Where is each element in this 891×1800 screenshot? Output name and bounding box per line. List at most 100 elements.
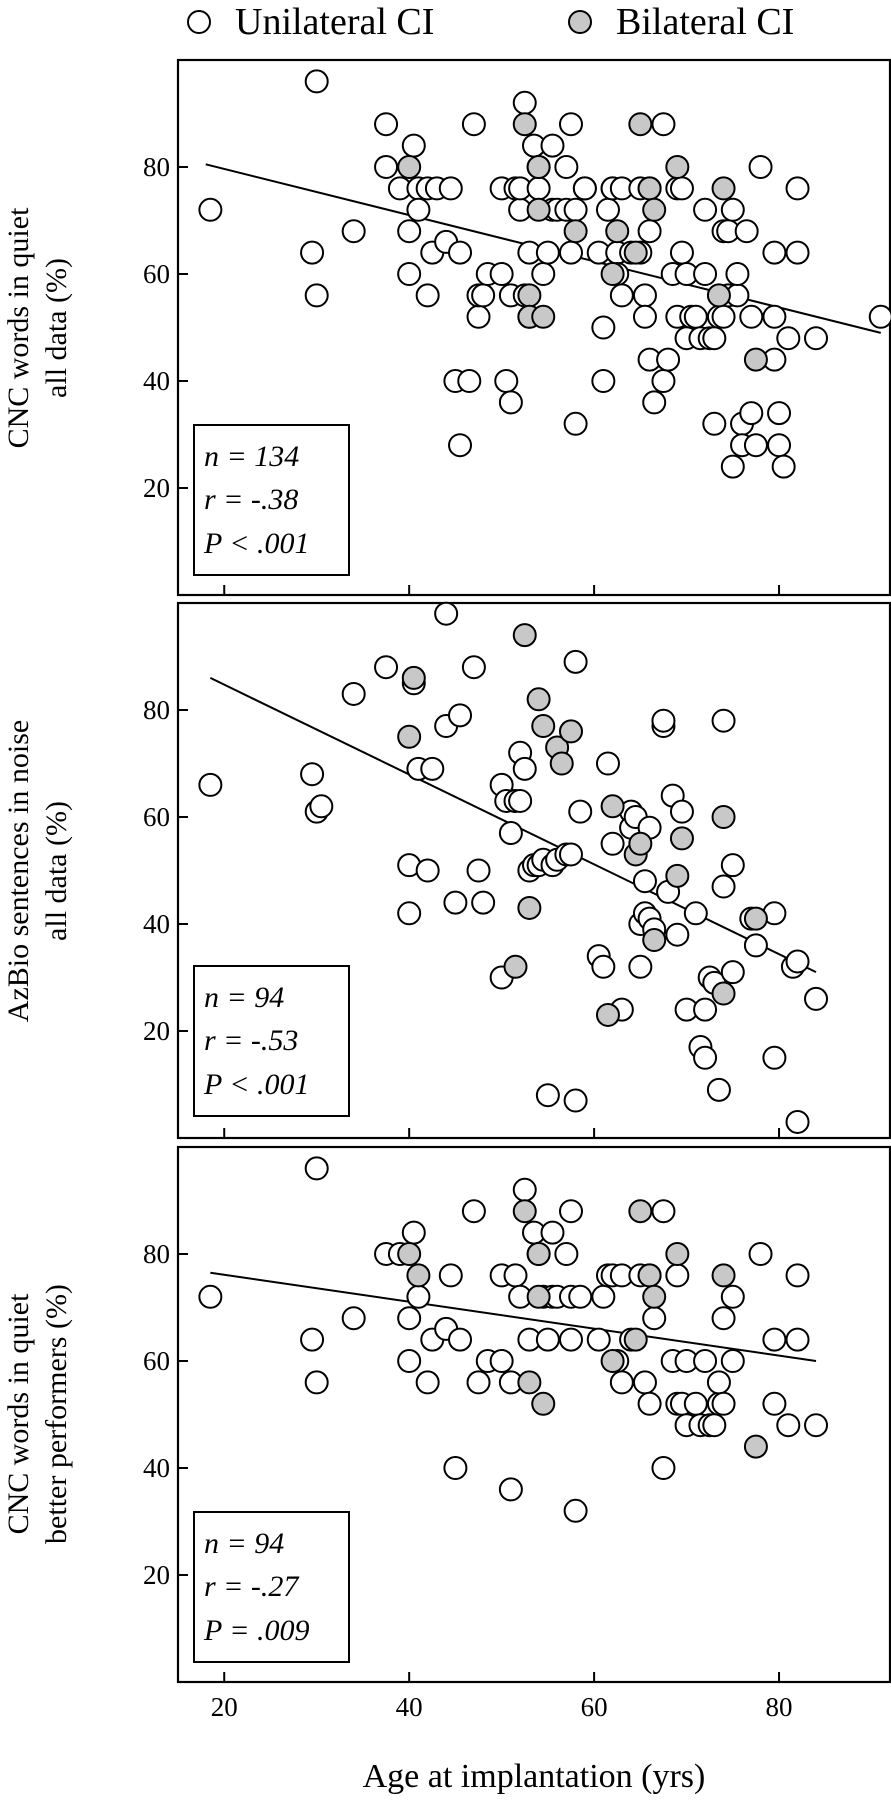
y-tick-label: 80 bbox=[143, 1239, 170, 1269]
data-point-unilateral bbox=[693, 197, 718, 222]
y-axis-label-line2: better performers (%) bbox=[40, 1284, 73, 1544]
data-point-unilateral bbox=[554, 155, 579, 179]
data-point-unilateral bbox=[198, 772, 223, 797]
data-point-unilateral bbox=[558, 112, 583, 137]
data-point-unilateral bbox=[471, 283, 496, 308]
data-point-unilateral bbox=[304, 1370, 329, 1395]
data-point-unilateral bbox=[720, 1284, 745, 1309]
data-point-unilateral bbox=[397, 1306, 422, 1331]
data-point-bilateral bbox=[600, 794, 625, 819]
data-point-unilateral bbox=[591, 369, 616, 393]
data-point-bilateral bbox=[512, 1199, 537, 1224]
data-point-unilateral bbox=[498, 821, 523, 846]
data-point-bilateral bbox=[665, 155, 690, 179]
data-point-unilateral bbox=[558, 1327, 583, 1352]
data-point-unilateral bbox=[300, 240, 325, 265]
data-point-unilateral bbox=[609, 1370, 634, 1395]
data-point-bilateral bbox=[406, 1263, 431, 1288]
data-point-unilateral bbox=[304, 1156, 329, 1181]
data-point-bilateral bbox=[531, 714, 556, 739]
legend: Unilateral CI Bilateral CI bbox=[187, 1, 794, 43]
data-point-unilateral bbox=[526, 176, 551, 201]
stats-box: n = 134 r = -.38 P < .001 bbox=[193, 424, 350, 576]
data-point-unilateral bbox=[434, 601, 459, 626]
data-point-unilateral bbox=[563, 649, 588, 674]
data-point-unilateral bbox=[558, 1199, 583, 1224]
data-point-bilateral bbox=[526, 1242, 551, 1266]
data-point-bilateral bbox=[628, 1199, 653, 1224]
data-point-unilateral bbox=[711, 304, 736, 329]
data-point-bilateral bbox=[623, 240, 648, 265]
data-point-unilateral bbox=[734, 219, 759, 244]
data-point-unilateral bbox=[563, 1088, 588, 1113]
data-point-unilateral bbox=[466, 304, 491, 329]
y-tick-label: 60 bbox=[143, 1346, 170, 1376]
data-point-unilateral bbox=[767, 401, 792, 426]
data-point-unilateral bbox=[804, 326, 829, 351]
data-point-unilateral bbox=[739, 401, 764, 426]
data-point-bilateral bbox=[517, 895, 542, 920]
y-axis-label-line2: all data (%) bbox=[40, 258, 73, 398]
data-point-unilateral bbox=[512, 756, 537, 781]
data-point-bilateral bbox=[605, 219, 630, 244]
data-point-unilateral bbox=[711, 1391, 736, 1416]
data-point-bilateral bbox=[665, 863, 690, 888]
data-point-unilateral bbox=[498, 1477, 523, 1502]
data-point-unilateral bbox=[711, 1306, 736, 1331]
data-point-unilateral bbox=[776, 326, 801, 351]
data-point-unilateral bbox=[341, 681, 366, 706]
data-point-bilateral bbox=[526, 687, 551, 712]
data-point-unilateral bbox=[651, 708, 676, 733]
data-point-bilateral bbox=[517, 283, 542, 308]
data-points bbox=[198, 69, 891, 479]
data-point-unilateral bbox=[304, 283, 329, 308]
data-point-unilateral bbox=[448, 433, 473, 458]
data-point-unilateral bbox=[535, 240, 560, 265]
data-point-bilateral bbox=[642, 1284, 667, 1309]
data-point-unilateral bbox=[785, 176, 810, 201]
data-point-bilateral bbox=[711, 176, 736, 201]
y-axis-label: CNC words in quiet better performers (%) bbox=[2, 1284, 73, 1544]
data-point-unilateral bbox=[415, 283, 440, 308]
stats-box-frame bbox=[193, 424, 350, 576]
data-point-unilateral bbox=[651, 1456, 676, 1480]
y-axis-label: AzBio sentences in noise all data (%) bbox=[2, 720, 73, 1022]
data-point-unilateral bbox=[466, 1370, 491, 1395]
y-axis-label-line1: CNC words in quiet bbox=[2, 1293, 35, 1535]
data-point-unilateral bbox=[401, 1220, 426, 1245]
data-point-bilateral bbox=[558, 719, 583, 744]
data-point-unilateral bbox=[651, 369, 676, 393]
data-point-unilateral bbox=[739, 304, 764, 329]
data-point-unilateral bbox=[494, 369, 519, 393]
data-point-unilateral bbox=[693, 997, 718, 1022]
regression-line bbox=[210, 1271, 817, 1362]
y-tick-label: 80 bbox=[143, 152, 170, 182]
data-point-unilateral bbox=[725, 262, 750, 286]
data-point-unilateral bbox=[767, 433, 792, 458]
y-tick-label: 20 bbox=[143, 1016, 170, 1046]
data-point-unilateral bbox=[568, 1284, 593, 1309]
data-point-unilateral bbox=[461, 112, 486, 137]
data-point-unilateral bbox=[563, 1498, 588, 1523]
data-point-bilateral bbox=[711, 1263, 736, 1288]
y-tick-label: 40 bbox=[143, 1453, 170, 1483]
data-point-unilateral bbox=[568, 799, 593, 824]
data-point-unilateral bbox=[683, 901, 708, 926]
data-point-unilateral bbox=[512, 90, 537, 115]
data-point-unilateral bbox=[804, 986, 829, 1011]
data-point-bilateral bbox=[401, 665, 426, 690]
data-point-unilateral bbox=[309, 794, 334, 819]
data-point-unilateral bbox=[868, 304, 891, 329]
data-point-unilateral bbox=[665, 922, 690, 947]
data-point-unilateral bbox=[563, 197, 588, 222]
stats-box-frame bbox=[193, 965, 350, 1117]
y-axis-label-line1: CNC words in quiet bbox=[2, 207, 35, 449]
data-point-unilateral bbox=[665, 1263, 690, 1288]
data-point-unilateral bbox=[656, 347, 681, 372]
data-point-unilateral bbox=[762, 240, 787, 265]
data-point-bilateral bbox=[711, 981, 736, 1006]
data-point-unilateral bbox=[374, 655, 399, 680]
data-point-unilateral bbox=[503, 1263, 528, 1288]
data-point-unilateral bbox=[632, 283, 657, 308]
data-point-unilateral bbox=[341, 219, 366, 244]
